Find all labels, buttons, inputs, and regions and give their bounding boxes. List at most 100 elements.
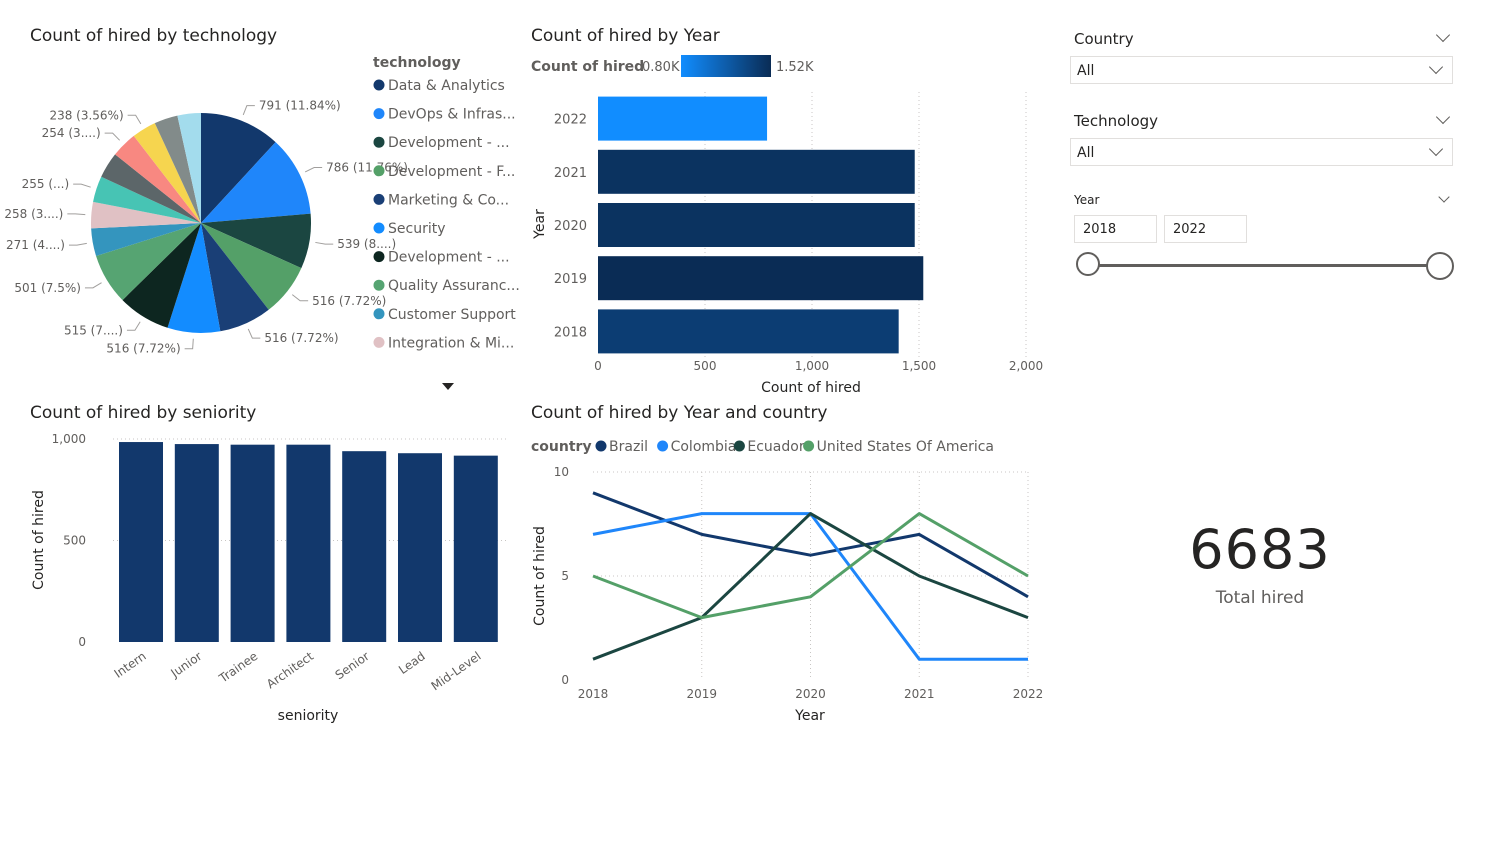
seniority-bar[interactable] — [119, 442, 163, 642]
year-bar-x-tick: 500 — [694, 359, 717, 373]
pie-slice[interactable] — [133, 123, 201, 223]
year-bar[interactable] — [598, 309, 899, 354]
pie-data-label: 791 (11.84%) — [259, 99, 341, 113]
line-chart[interactable]: country Brazil Colombia Ecuador United Stat… — [531, 403, 1051, 733]
pie-slice[interactable] — [154, 115, 201, 223]
technology-slicer[interactable]: Technology All — [1070, 108, 1455, 170]
year-bar-visual[interactable]: Count of hired by Year Count of hired 0.… — [531, 26, 1051, 398]
country-slicer[interactable]: Country All — [1070, 26, 1455, 88]
caret-down-icon[interactable] — [442, 383, 454, 390]
technology-dropdown[interactable]: All — [1070, 138, 1453, 166]
seniority-x-label: Junior — [168, 649, 205, 681]
pie-slice[interactable] — [122, 223, 201, 328]
pie-leader-line — [247, 328, 261, 339]
line-legend-item[interactable]: United States Of America — [817, 439, 994, 455]
line-y-tick: 5 — [561, 569, 569, 583]
pie-data-label: 255 (...) — [22, 177, 70, 191]
line-x-tick: 2022 — [1013, 687, 1044, 701]
pie-visual[interactable]: Count of hired by technology technology … — [4, 26, 520, 396]
year-slicer-label: Year — [1074, 193, 1100, 207]
pie-slice[interactable] — [91, 223, 201, 256]
year-bar[interactable] — [598, 149, 915, 194]
seniority-bar[interactable] — [286, 444, 331, 642]
pie-legend-item[interactable]: Marketing & Co... — [388, 192, 509, 208]
pie-legend-marker — [373, 79, 385, 91]
pie-slice[interactable] — [201, 213, 311, 269]
pie-legend-item[interactable]: Development - ... — [388, 250, 510, 266]
seniority-bar[interactable] — [398, 453, 442, 642]
seniority-x-label: Intern — [112, 649, 149, 681]
pie-leader-line — [73, 183, 91, 188]
pie-slice[interactable] — [201, 142, 311, 223]
pie-leader-line — [184, 338, 194, 350]
pie-leader-line — [84, 282, 102, 289]
pie-data-label: 271 (4....) — [6, 238, 65, 252]
seniority-bar[interactable] — [342, 451, 387, 642]
pie-legend-marker — [373, 193, 385, 205]
pie-slice[interactable] — [96, 223, 201, 301]
pie-legend-item[interactable]: Customer Support — [388, 307, 516, 323]
pie-legend-marker — [373, 165, 385, 177]
pie-slice[interactable] — [167, 223, 221, 333]
year-bar-y-label: 2018 — [554, 325, 587, 340]
pie-slice[interactable] — [91, 201, 201, 229]
seniority-x-label: Senior — [333, 649, 372, 682]
pie-legend-marker — [373, 308, 385, 320]
pie-slice[interactable] — [201, 223, 269, 332]
seniority-bar[interactable] — [174, 444, 219, 642]
pie-legend-item[interactable]: DevOps & Infras... — [388, 107, 516, 123]
year-bar-x-tick: 1,500 — [902, 359, 936, 373]
pie-slice[interactable] — [101, 154, 201, 223]
line-x-title: Year — [794, 708, 825, 724]
pie-slice[interactable] — [177, 113, 201, 223]
seniority-bar[interactable] — [230, 444, 275, 642]
year-to-input[interactable]: 2022 — [1164, 215, 1247, 243]
year-slider-track[interactable] — [1090, 264, 1440, 267]
year-slider-end-handle[interactable] — [1426, 252, 1454, 280]
year-slicer[interactable]: Year 2018 2022 — [1070, 190, 1460, 290]
pie-legend-marker — [373, 336, 385, 348]
pie-slice[interactable] — [201, 113, 276, 223]
year-bar[interactable] — [598, 96, 768, 141]
pie-title: Count of hired by technology — [30, 26, 278, 46]
pie-slice[interactable] — [115, 135, 201, 223]
seniority-y-tick: 1,000 — [52, 432, 86, 446]
collapse-chevron-icon[interactable] — [1435, 27, 1451, 43]
line-series[interactable] — [592, 512, 1028, 661]
pie-legend-item[interactable]: Quality Assuranc... — [388, 278, 520, 294]
pie-legend-item[interactable]: Development - ... — [388, 135, 510, 151]
kpi-card[interactable]: 6683 Total hired — [1110, 510, 1410, 620]
line-series[interactable] — [592, 512, 1029, 620]
line-legend-marker — [657, 440, 669, 452]
year-from-input[interactable]: 2018 — [1074, 215, 1157, 243]
year-bar-chart[interactable]: Count of hired 0.80K 1.52K 2022 2021 2020 2… — [531, 26, 1051, 398]
pie-chart[interactable]: technology 791 (11.84%) 786 (11.76%) 539 (… — [4, 26, 520, 396]
line-series[interactable] — [592, 512, 1029, 661]
pie-legend-item[interactable]: Security — [388, 221, 446, 237]
seniority-x-label: Trainee — [216, 649, 261, 686]
pie-slice[interactable] — [201, 223, 302, 310]
chevron-down-icon — [1428, 141, 1444, 157]
pie-legend-title: technology — [373, 55, 461, 71]
line-legend-item[interactable]: Brazil — [609, 439, 648, 455]
country-dropdown-value: All — [1077, 63, 1095, 79]
pie-legend-item[interactable]: Development - F... — [388, 164, 515, 180]
year-bar[interactable] — [598, 203, 915, 247]
line-legend-item[interactable]: Colombia — [671, 439, 737, 455]
pie-legend-item[interactable]: Data & Analytics — [388, 78, 505, 94]
pie-leader-line — [67, 213, 86, 216]
seniority-bar[interactable] — [453, 455, 498, 642]
country-dropdown[interactable]: All — [1070, 56, 1453, 84]
line-visual[interactable]: Count of hired by Year and country count… — [531, 403, 1051, 733]
seniority-bar-chart[interactable]: Intern Junior Trainee Architect Senior Lead Mi… — [30, 403, 525, 733]
pie-slice[interactable] — [93, 176, 201, 223]
year-bar[interactable] — [598, 256, 924, 301]
seniority-bar-visual[interactable]: Count of hired by seniority Intern Junior… — [30, 403, 525, 733]
seniority-bar-title: Count of hired by seniority — [30, 403, 257, 423]
pie-legend-item[interactable]: Integration & Mi... — [388, 335, 514, 351]
line-legend-item[interactable]: Ecuador — [747, 439, 804, 455]
year-slider-start-handle[interactable] — [1076, 252, 1100, 276]
collapse-chevron-icon[interactable] — [1435, 109, 1451, 125]
year-bar-scale-max: 1.52K — [776, 60, 814, 75]
collapse-chevron-icon[interactable] — [1438, 191, 1450, 203]
